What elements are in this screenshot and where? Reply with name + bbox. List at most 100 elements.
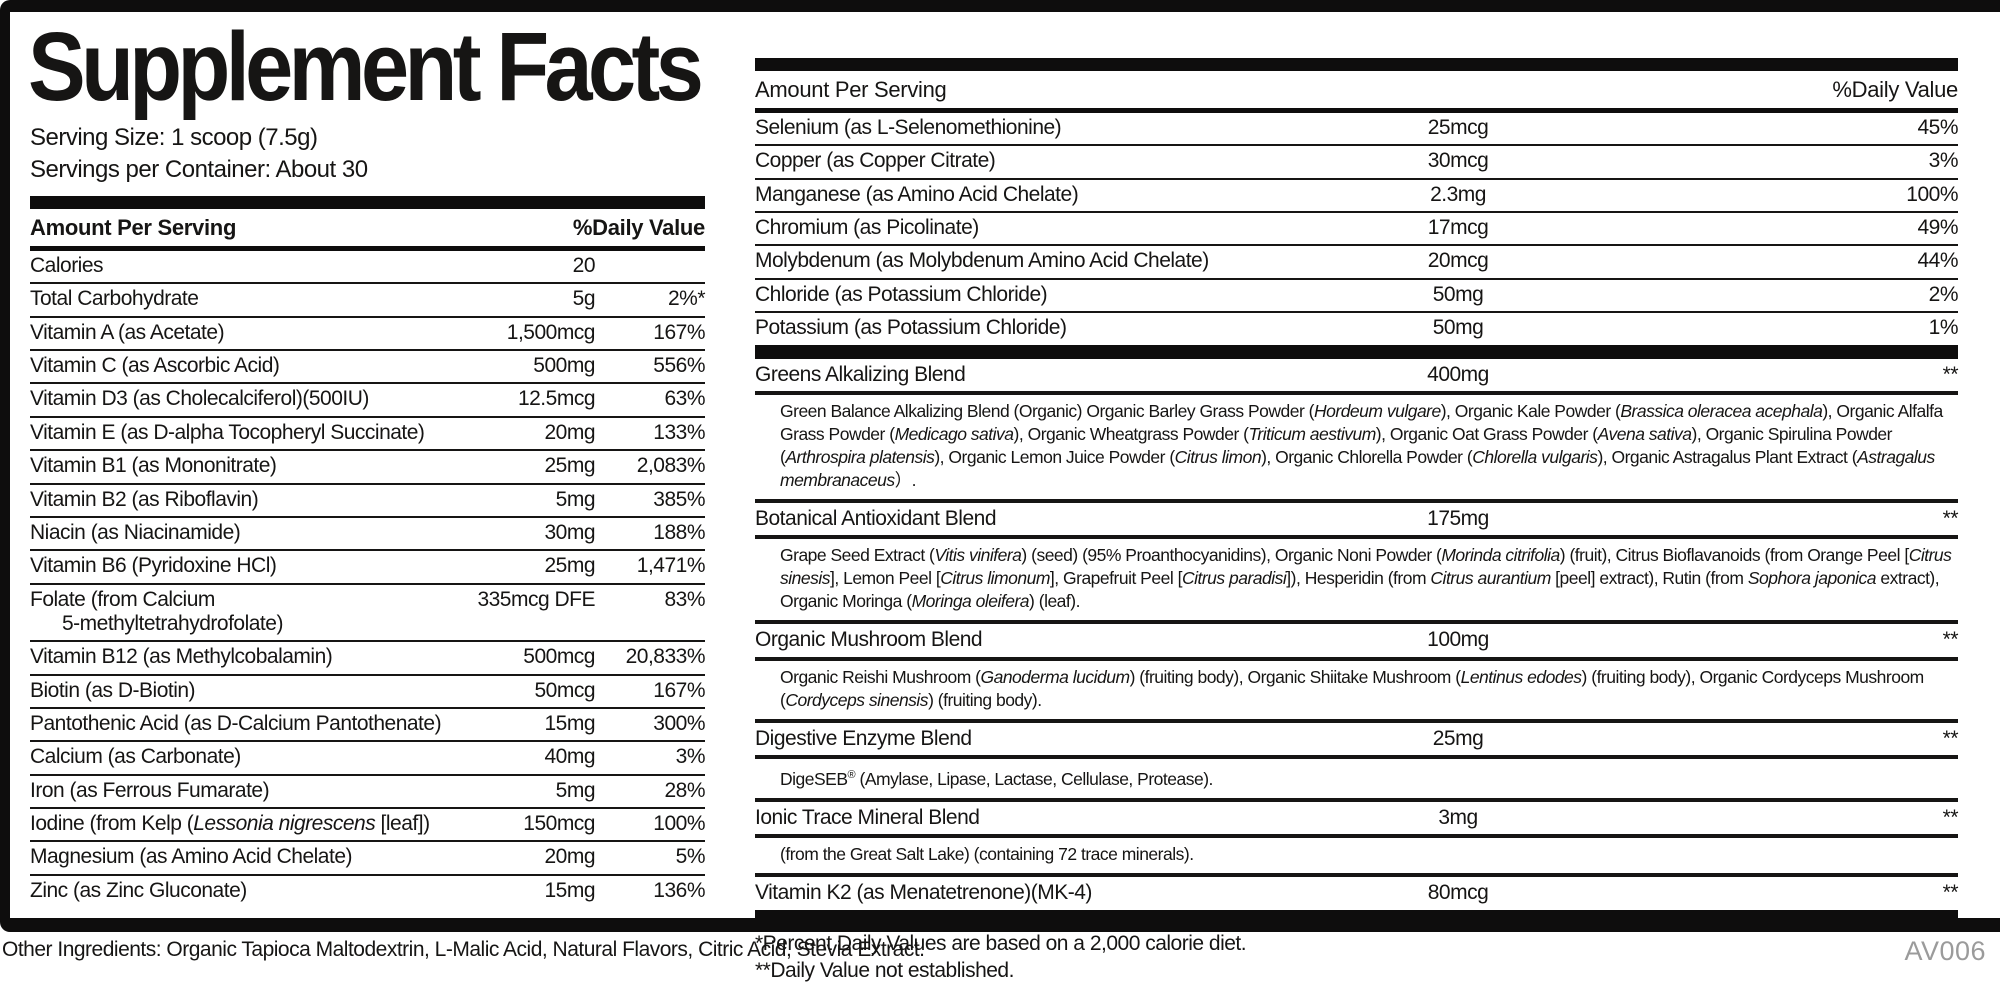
nutrient-name: Vitamin B12 (as Methylcobalamin) bbox=[30, 645, 333, 669]
nutrient-name: Chloride (as Potassium Chloride) bbox=[755, 282, 1048, 306]
nutrient-amount: 175mg bbox=[1427, 506, 1489, 530]
nutrient-name: Selenium (as L-Selenomethionine) bbox=[755, 116, 1062, 139]
nutrient-name: Zinc (as Zinc Gluconate) bbox=[30, 878, 247, 902]
right-column: Amount Per Serving %Daily Value Selenium… bbox=[755, 12, 1959, 982]
blend-rule bbox=[755, 620, 1958, 625]
left-column: Supplement Facts Serving Size: 1 scoop (… bbox=[28, 11, 706, 918]
nutrient-dv: 133% bbox=[653, 420, 705, 444]
blend-description: Green Balance Alkalizing Blend (Organic)… bbox=[780, 400, 1943, 490]
blend-rule bbox=[755, 797, 1958, 802]
nutrient-amount: 15mg bbox=[544, 712, 595, 736]
daily-value-header: %Daily Value bbox=[1832, 77, 1958, 102]
nutrient-dv: 45% bbox=[1917, 116, 1958, 139]
nutrient-name: Copper (as Copper Citrate) bbox=[755, 149, 996, 173]
blend-description: Grape Seed Extract (Vitis vinifera) (see… bbox=[780, 545, 1952, 612]
other-ingredients: Other Ingredients: Organic Tapioca Malto… bbox=[2, 938, 925, 961]
nutrient-name: Botanical Antioxidant Blend bbox=[755, 506, 997, 530]
table-row: Total Carbohydrate 5g 2%* bbox=[30, 284, 706, 318]
table-header: Amount Per Serving %Daily Value bbox=[30, 209, 705, 246]
nutrient-amount: 25mcg bbox=[1427, 116, 1489, 139]
nutrient-dv: 2% bbox=[1928, 282, 1959, 306]
nutrient-name: Pantothenic Acid (as D-Calcium Pantothen… bbox=[30, 712, 442, 736]
table-row: Vitamin E (as D-alpha Tocopheryl Succina… bbox=[30, 418, 706, 452]
nutrient-amount: 20mg bbox=[544, 845, 595, 869]
nutrient-amount: 12.5mcg bbox=[517, 387, 596, 411]
nutrient-amount: 500mg bbox=[533, 354, 595, 378]
blend-rule bbox=[755, 718, 1958, 723]
table-row: Folate (from Calcium 5-methyltetrahydrofo… bbox=[30, 585, 706, 643]
header-rule bbox=[755, 108, 1958, 113]
nutrient-name: Manganese (as Amino Acid Chelate) bbox=[755, 182, 1079, 206]
nutrient-name: Calcium (as Carbonate) bbox=[30, 745, 241, 769]
nutrient-amount: 50mg bbox=[1432, 316, 1484, 340]
nutrient-dv: 385% bbox=[653, 487, 705, 511]
table-row: Greens Alkalizing Blend 400mg ** bbox=[755, 359, 1959, 395]
nutrient-amount: 20 bbox=[572, 254, 596, 277]
table-row: Biotin (as D-Biotin) 50mcg 167% bbox=[30, 676, 706, 710]
footnotes: *Percent Daily Values are based on a 2,0… bbox=[755, 930, 1958, 982]
nutrient-table-right: Selenium (as L-Selenomethionine) 25mcg 45%… bbox=[755, 113, 1959, 345]
table-row: Molybdenum (as Molybdenum Amino Acid Che… bbox=[755, 246, 1959, 280]
nutrient-amount: 100mg bbox=[1427, 628, 1489, 652]
nutrient-name: Vitamin K2 (as Menatetrenone)(MK-4) bbox=[755, 881, 1092, 905]
nutrient-name: Folate (from Calcium 5-methyltetrahydrofo… bbox=[30, 587, 283, 635]
nutrient-name: Total Carbohydrate bbox=[30, 287, 199, 311]
nutrient-name: Organic Mushroom Blend bbox=[755, 628, 983, 652]
nutrient-amount: 3mg bbox=[1438, 805, 1478, 829]
table-row: Calories 20 bbox=[30, 251, 705, 285]
table-row: Calcium (as Carbonate) 40mg 3% bbox=[30, 742, 706, 776]
nutrient-amount: 50mg bbox=[1432, 282, 1484, 306]
blend-rule bbox=[755, 873, 1958, 878]
nutrient-amount: 20mcg bbox=[1427, 249, 1489, 273]
amount-header: Amount Per Serving bbox=[755, 77, 947, 102]
table-row: Vitamin K2 (as Menatetrenone)(MK-4) 80mcg… bbox=[755, 877, 1959, 909]
nutrient-dv: 5% bbox=[675, 845, 706, 869]
table-row: Magnesium (as Amino Acid Chelate) 20mg 5% bbox=[30, 842, 706, 876]
nutrient-amount: 5g bbox=[572, 287, 596, 311]
table-row: Vitamin C (as Ascorbic Acid) 500mg 556% bbox=[30, 351, 706, 385]
nutrient-name: Vitamin B6 (Pyridoxine HCl) bbox=[30, 554, 277, 578]
nutrient-name: Magnesium (as Amino Acid Chelate) bbox=[30, 845, 353, 869]
servings-per-container: Servings per Container: About 30 bbox=[30, 156, 368, 183]
table-row: Zinc (as Zinc Gluconate) 15mg 136% bbox=[30, 876, 706, 907]
nutrient-dv: ** bbox=[1942, 362, 1959, 386]
table-row: Vitamin B1 (as Mononitrate) 25mg 2,083% bbox=[30, 451, 706, 485]
table-row: Copper (as Copper Citrate) 30mcg 3% bbox=[755, 146, 1959, 180]
table-row: Vitamin D3 (as Cholecalciferol)(500IU) 12… bbox=[30, 384, 706, 418]
blend-description: (from the Great Salt Lake) (containing 7… bbox=[780, 844, 1194, 865]
page-title: Supplement Facts bbox=[28, 11, 704, 121]
nutrient-dv: 188% bbox=[653, 520, 705, 544]
nutrient-amount: 335mcg DFE bbox=[477, 587, 595, 611]
footnote-bar bbox=[755, 909, 1958, 923]
nutrient-name: Ionic Trace Mineral Blend bbox=[755, 805, 980, 829]
nutrient-dv: ** bbox=[1942, 628, 1959, 652]
table-row: Vitamin B2 (as Riboflavin) 5mg 385% bbox=[30, 485, 706, 518]
nutrient-dv: 167% bbox=[653, 320, 705, 344]
footnote-not-established: **Daily Value not established. bbox=[755, 958, 1014, 982]
nutrient-dv: 28% bbox=[664, 778, 705, 802]
nutrient-amount: 50mcg bbox=[534, 678, 595, 702]
nutrient-name: Biotin (as D-Biotin) bbox=[30, 678, 196, 702]
table-row: Manganese (as Amino Acid Chelate) 2.3mg 10… bbox=[755, 180, 1959, 214]
table-row: Vitamin A (as Acetate) 1,500mcg 167% bbox=[30, 318, 706, 352]
serving-size: Serving Size: 1 scoop (7.5g) bbox=[30, 124, 318, 151]
nutrient-amount: 150mcg bbox=[523, 812, 595, 836]
blend-separator-bar bbox=[755, 344, 1958, 359]
table-row: Vitamin B6 (Pyridoxine HCl) 25mg 1,471% bbox=[30, 551, 706, 585]
table-row: Vitamin B12 (as Methylcobalamin) 500mcg 20… bbox=[30, 642, 706, 676]
nutrient-dv: 20,833% bbox=[625, 645, 706, 669]
nutrient-dv: 100% bbox=[1906, 182, 1958, 206]
nutrient-amount: 20mg bbox=[544, 420, 595, 444]
nutrient-dv: 63% bbox=[664, 387, 705, 411]
nutrient-amount: 5mg bbox=[555, 487, 596, 511]
nutrient-dv: 300% bbox=[653, 712, 705, 736]
nutrient-table-left: Calories 20 Total Carbohydrate 5g 2%* Vitamin… bbox=[30, 251, 706, 907]
nutrient-amount: 400mg bbox=[1427, 362, 1489, 386]
table-row: Iodine (from Kelp (Lessonia nigrescens [… bbox=[30, 809, 706, 843]
blend-section: Greens Alkalizing Blend 400mg ** Green Bala… bbox=[755, 359, 1959, 910]
nutrient-name: Vitamin E (as D-alpha Tocopheryl Succina… bbox=[30, 420, 425, 444]
nutrient-dv: 2,083% bbox=[636, 454, 706, 478]
nutrient-dv: 44% bbox=[1917, 249, 1958, 273]
nutrient-name: Niacin (as Niacinamide) bbox=[30, 520, 241, 544]
